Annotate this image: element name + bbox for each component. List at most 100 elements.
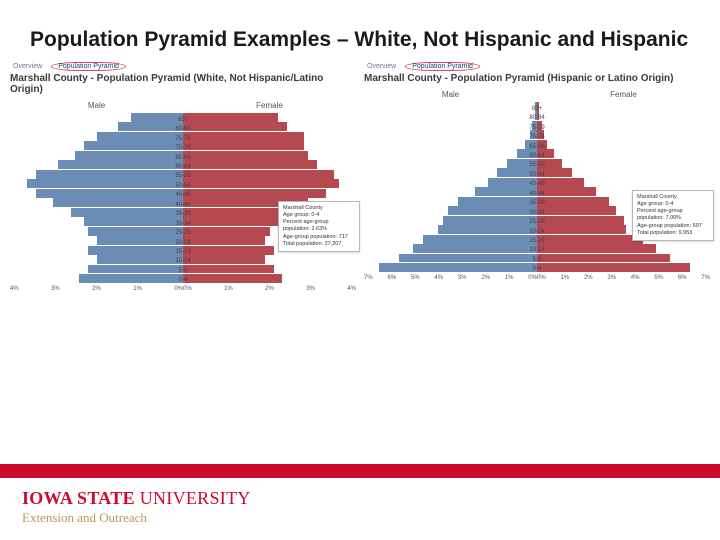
bar-row-female[interactable] <box>537 178 710 187</box>
x-tick: 4% <box>10 286 19 292</box>
bar-row-female[interactable] <box>183 170 356 179</box>
bar-row-male[interactable] <box>364 168 537 177</box>
bar-row-male[interactable] <box>364 197 537 206</box>
bar-row-female[interactable] <box>537 102 710 111</box>
male-label: Male <box>364 90 537 99</box>
female-half-left: Female <box>183 101 356 283</box>
tab-overview[interactable]: Overview <box>10 62 45 71</box>
bar-row-female[interactable] <box>537 140 710 149</box>
bar-row-male[interactable] <box>10 170 183 179</box>
bar-female <box>537 206 616 215</box>
bar-row-male[interactable] <box>364 121 537 130</box>
bar-row-male[interactable] <box>10 151 183 160</box>
bar-row-female[interactable] <box>183 255 356 264</box>
bar-row-female[interactable] <box>537 159 710 168</box>
bar-row-male[interactable] <box>10 179 183 188</box>
bar-row-female[interactable] <box>183 141 356 150</box>
bar-row-female[interactable] <box>183 274 356 283</box>
isu-rest: UNIVERSITY <box>140 488 251 508</box>
bar-row-male[interactable] <box>10 113 183 122</box>
x-tick: 2% <box>481 275 490 281</box>
age-label: 50-54 <box>529 172 544 178</box>
bar-row-female[interactable] <box>183 179 356 188</box>
bar-row-female[interactable] <box>183 151 356 160</box>
bar-row-male[interactable] <box>10 122 183 131</box>
bar-male <box>413 244 537 253</box>
bar-row-male[interactable] <box>10 208 183 217</box>
bar-row-male[interactable] <box>10 246 183 255</box>
bar-row-male[interactable] <box>10 265 183 274</box>
bar-row-male[interactable] <box>364 225 537 234</box>
x-tick: 2% <box>92 286 101 292</box>
bar-row-male[interactable] <box>364 263 537 272</box>
bar-row-female[interactable] <box>183 160 356 169</box>
bar-row-male[interactable] <box>10 227 183 236</box>
bar-male <box>118 122 183 131</box>
bar-row-male[interactable] <box>364 187 537 196</box>
chart-right: Overview Population Pyramid Marshall Cou… <box>364 62 710 292</box>
bar-female <box>183 274 282 283</box>
bar-row-female[interactable] <box>183 132 356 141</box>
tooltip-line: Age group: 0-4 <box>283 212 355 219</box>
bar-male <box>79 274 183 283</box>
bar-row-male[interactable] <box>10 217 183 226</box>
bar-row-male[interactable] <box>10 236 183 245</box>
age-label: 75-79 <box>175 136 190 142</box>
bar-row-male[interactable] <box>364 140 537 149</box>
bar-row-female[interactable] <box>183 265 356 274</box>
bar-row-female[interactable] <box>537 263 710 272</box>
bar-row-female[interactable] <box>537 130 710 139</box>
bar-row-male[interactable] <box>10 160 183 169</box>
bar-row-male[interactable] <box>364 206 537 215</box>
bar-row-male[interactable] <box>364 102 537 111</box>
x-tick: 5% <box>654 275 663 281</box>
bar-row-male[interactable] <box>364 235 537 244</box>
bar-row-female[interactable] <box>537 254 710 263</box>
bar-row-male[interactable] <box>364 216 537 225</box>
tab-population-pyramid[interactable]: Population Pyramid <box>405 62 480 71</box>
bar-female <box>183 122 287 131</box>
age-label: 15-19 <box>175 249 190 255</box>
male-half-right: Male <box>364 90 537 272</box>
tab-population-pyramid[interactable]: Population Pyramid <box>51 62 126 71</box>
bar-male <box>84 217 183 226</box>
bar-row-male[interactable] <box>10 141 183 150</box>
bar-row-male[interactable] <box>10 132 183 141</box>
x-tick: 7% <box>364 275 373 281</box>
bar-row-male[interactable] <box>364 149 537 158</box>
bar-male <box>97 236 184 245</box>
tab-overview[interactable]: Overview <box>364 62 399 71</box>
bar-row-female[interactable] <box>537 168 710 177</box>
bar-row-female[interactable] <box>183 122 356 131</box>
isu-wordmark: IOWA STATE UNIVERSITY <box>22 488 698 509</box>
bar-row-male[interactable] <box>364 130 537 139</box>
bar-row-male[interactable] <box>364 111 537 120</box>
tooltip-line: Marshall County <box>283 205 355 212</box>
bar-row-female[interactable] <box>183 113 356 122</box>
bar-row-female[interactable] <box>537 121 710 130</box>
x-tick: 6% <box>678 275 687 281</box>
bar-row-male[interactable] <box>10 189 183 198</box>
age-label: 0-4 <box>179 277 188 283</box>
bar-row-male[interactable] <box>364 254 537 263</box>
bar-female <box>183 160 317 169</box>
chart-left: Overview Population Pyramid Marshall Cou… <box>10 62 356 292</box>
bar-female <box>183 265 274 274</box>
bar-row-male[interactable] <box>10 274 183 283</box>
bar-row-female[interactable] <box>537 149 710 158</box>
age-label: 35-39 <box>529 200 544 206</box>
bar-row-female[interactable] <box>537 244 710 253</box>
age-label: 50-54 <box>175 183 190 189</box>
x-tick: 5% <box>411 275 420 281</box>
bar-row-male[interactable] <box>364 159 537 168</box>
bar-row-male[interactable] <box>10 198 183 207</box>
pyramid-left: Male Female 85+80-8475-7970-7465-6960-64… <box>10 101 356 283</box>
x-tick: 7% <box>701 275 710 281</box>
age-label: 65-69 <box>529 144 544 150</box>
bar-row-male[interactable] <box>364 178 537 187</box>
bar-row-male[interactable] <box>10 255 183 264</box>
bar-row-male[interactable] <box>364 244 537 253</box>
bar-row-female[interactable] <box>183 189 356 198</box>
isu-bold: IOWA STATE <box>22 488 140 508</box>
bar-row-female[interactable] <box>537 111 710 120</box>
